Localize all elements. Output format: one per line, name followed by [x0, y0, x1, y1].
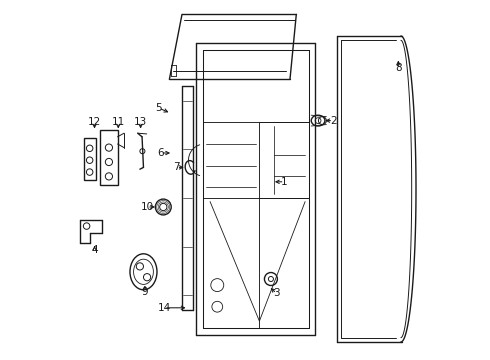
Text: 12: 12 [88, 117, 101, 127]
Text: 7: 7 [173, 162, 180, 172]
Bar [100, 130, 118, 185]
Text: 4: 4 [91, 245, 98, 255]
Text: 6: 6 [157, 148, 164, 158]
Text: 9: 9 [142, 287, 148, 297]
Text: 13: 13 [134, 117, 147, 127]
Text: 3: 3 [273, 288, 280, 298]
Bar [84, 138, 96, 180]
Text: 2: 2 [330, 116, 337, 126]
Text: 11: 11 [112, 117, 125, 127]
Text: 14: 14 [157, 303, 171, 313]
Text: 10: 10 [141, 202, 154, 212]
Text: 8: 8 [395, 63, 402, 73]
Text: 5: 5 [155, 103, 162, 113]
Text: 1: 1 [281, 177, 288, 187]
